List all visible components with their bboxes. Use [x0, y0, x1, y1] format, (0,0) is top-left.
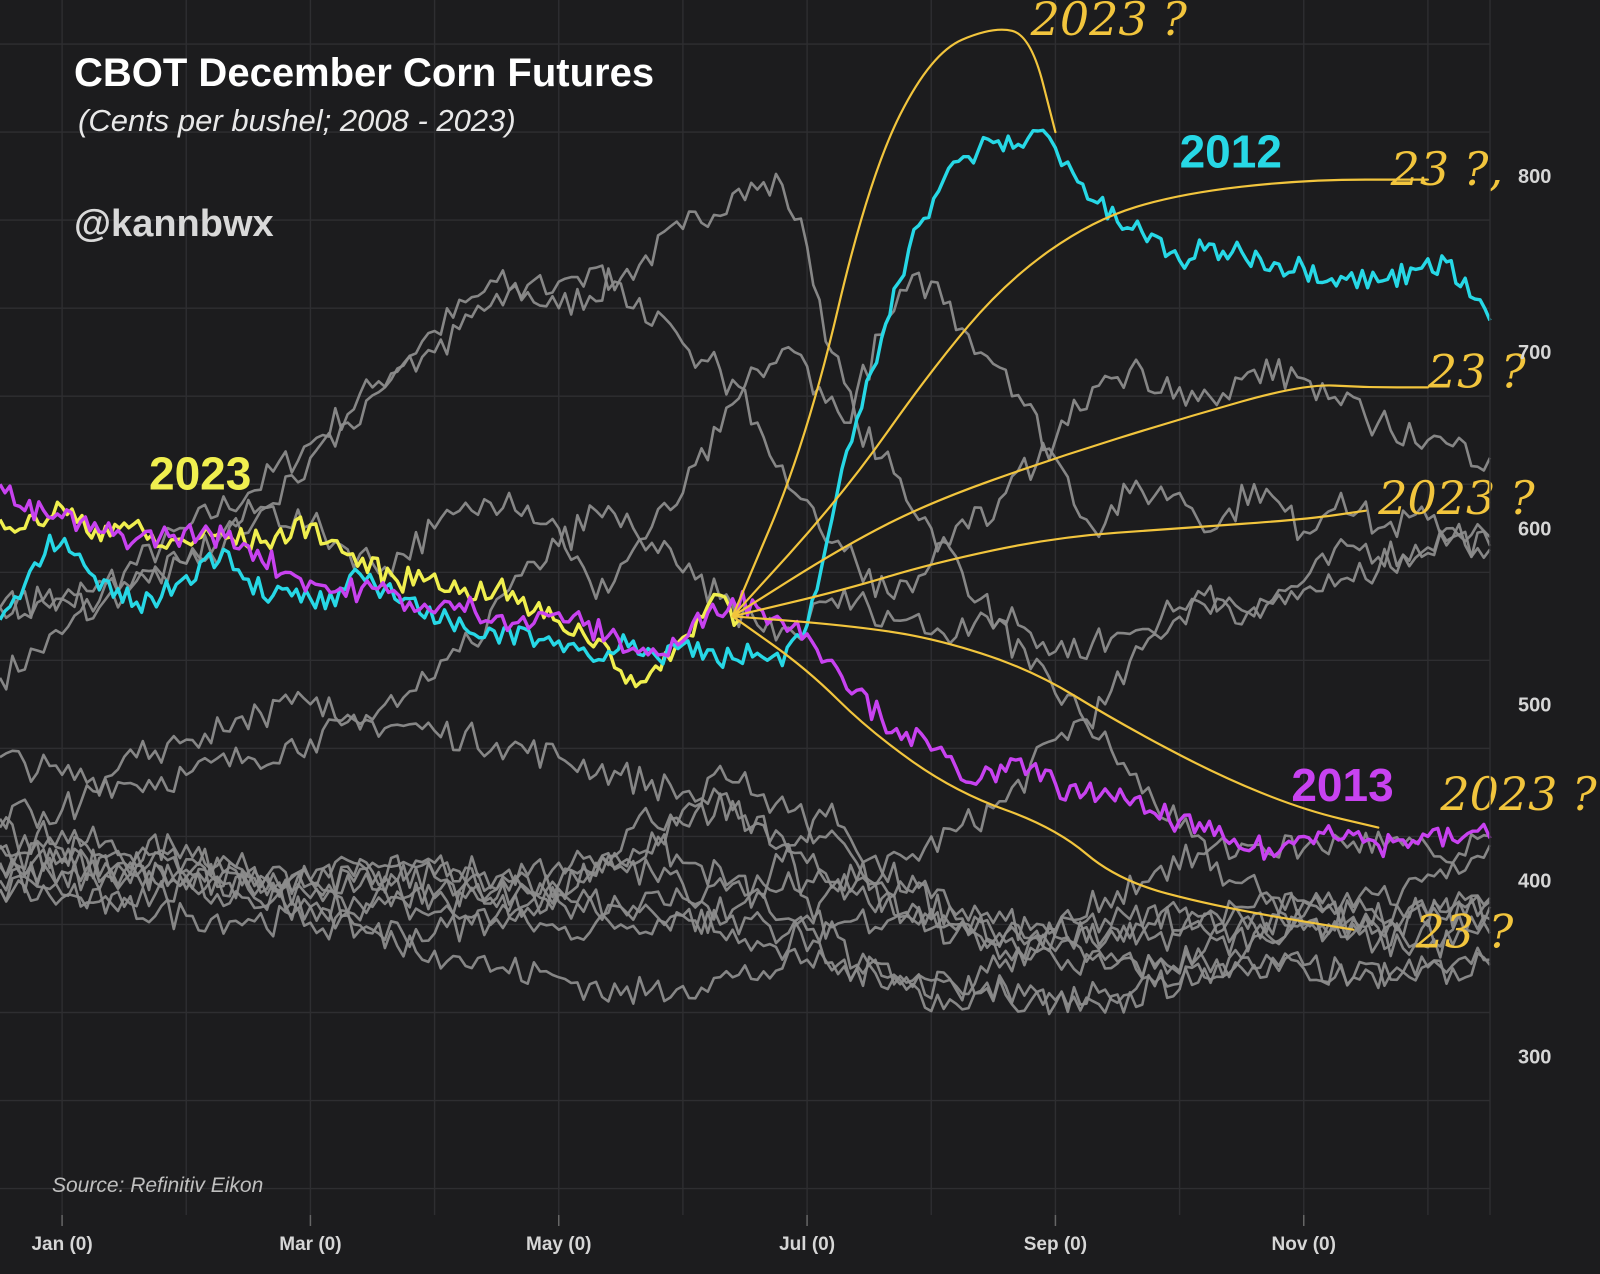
y-tick-label: 300: [1518, 1047, 1551, 1069]
series-annotation-2023: 2023: [149, 448, 251, 500]
series-line-2012: [0, 128, 1492, 669]
series-line-2011: [0, 271, 1491, 622]
chart-title: CBOT December Corn Futures: [74, 51, 654, 95]
projection-label: 2023 ?: [1030, 0, 1188, 46]
projection-stroke: [731, 509, 1367, 618]
series-labels: 2023 2012 2013: [149, 125, 1394, 811]
series-annotation-2013: 2013: [1291, 759, 1393, 811]
y-tick-label: 500: [1518, 694, 1551, 716]
y-tick-label: 800: [1518, 166, 1551, 188]
series-line-2022: [0, 264, 1492, 620]
series-annotation-2012: 2012: [1180, 125, 1282, 177]
series-line-2020: [0, 830, 1491, 1005]
series-line-2016: [0, 831, 1492, 1014]
series-line-2017: [0, 868, 1491, 987]
axes: 300 400 500 600 700 800 Jan (0) Mar (0) May (0) J…: [31, 0, 1551, 1255]
x-tick-label: Nov (0): [1272, 1234, 1336, 1255]
series-line-2018: [0, 849, 1491, 952]
projection-stroke: [731, 615, 1355, 931]
y-tick-label: 600: [1518, 518, 1551, 540]
handwritten-projections: 2023 ? 23 ?, 23 ? 2023 ? 2023 ? 23 ?: [731, 0, 1597, 958]
projection-label: 23 ?: [1415, 904, 1514, 958]
background-series-group: [0, 172, 1492, 1016]
x-tick-label: Sep (0): [1024, 1234, 1087, 1255]
x-tick-label: Jan (0): [31, 1234, 92, 1255]
series-line-2008: [0, 172, 1492, 938]
projection-label: 23 ?,: [1390, 142, 1503, 196]
y-tick-label: 400: [1518, 870, 1551, 892]
series-line-2019: [0, 764, 1491, 947]
projection-label: 2023 ?: [1439, 767, 1597, 821]
projection-label: 23 ?: [1427, 344, 1526, 398]
x-tick-label: Jul (0): [779, 1234, 835, 1255]
author-handle: @kannbwx: [74, 203, 274, 245]
series-line-2014: [0, 713, 1491, 978]
projection-stroke: [731, 615, 1380, 829]
series-line-2015: [0, 802, 1492, 959]
projection-stroke: [731, 28, 1057, 618]
y-tick-label: 700: [1518, 342, 1551, 364]
series-line-2023: [0, 500, 741, 689]
projection-stroke: [731, 384, 1429, 618]
x-tick-label: May (0): [526, 1234, 591, 1255]
projection-stroke: [731, 178, 1429, 618]
chart-subtitle: (Cents per bushel; 2008 - 2023): [78, 103, 516, 138]
projection-label: 2023 ?: [1377, 471, 1535, 525]
source-note: Source: Refinitiv Eikon: [52, 1174, 263, 1197]
x-tick-label: Mar (0): [279, 1234, 341, 1255]
